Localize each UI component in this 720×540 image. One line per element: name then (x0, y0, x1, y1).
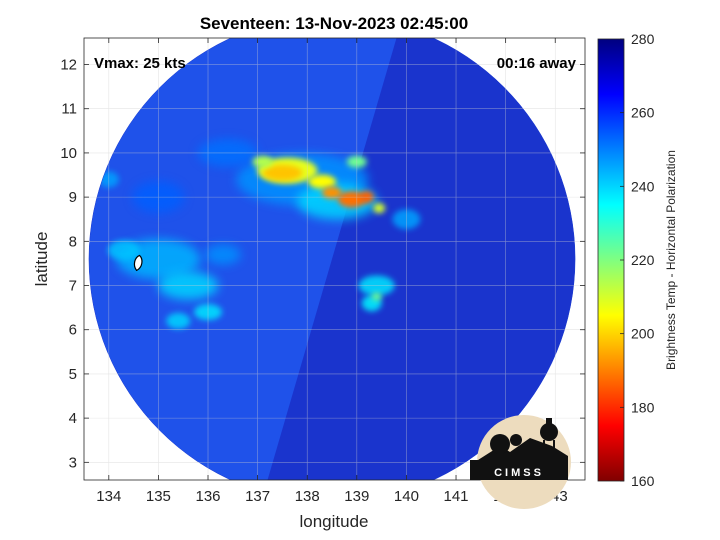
grid-lines (84, 38, 585, 480)
cold-core (252, 155, 273, 168)
colorbar-tick-label: 260 (631, 105, 655, 121)
y-tick-label: 6 (69, 322, 77, 339)
swath-eastern-half (267, 38, 576, 480)
y-axis: 3 4 5 6 7 8 9 10 11 12 (60, 57, 585, 471)
y-tick-label: 11 (61, 101, 77, 118)
cold-core (371, 292, 382, 301)
y-tick-label: 3 (69, 454, 77, 471)
colorbar-tick-label: 180 (631, 399, 655, 415)
y-tick-label: 7 (69, 278, 77, 295)
vmax-annotation: Vmax: 25 kts (94, 55, 186, 72)
y-tick-label: 5 (69, 366, 77, 383)
x-axis-label: longitude (299, 512, 368, 531)
y-tick-label: 4 (69, 410, 77, 427)
colorbar-tick-label: 200 (631, 326, 655, 342)
water-tower-icon (540, 423, 558, 441)
logo-text: CIMSS (494, 467, 544, 479)
colorbar-ticks: 160 180 200 220 240 260 280 (620, 31, 655, 489)
colorbar-tick-label: 280 (631, 31, 655, 47)
cold-core (373, 203, 386, 214)
colorbar-tick-label: 160 (631, 473, 655, 489)
cloud-region (204, 244, 241, 265)
y-tick-label: 8 (69, 233, 77, 250)
cold-core (337, 191, 366, 208)
axes-box (83, 37, 586, 481)
cold-core (308, 174, 337, 189)
cold-core (262, 164, 303, 181)
x-tick-label: 138 (295, 488, 320, 505)
y-tick-label: 9 (69, 189, 77, 206)
colorbar (597, 38, 625, 482)
x-tick-label: 136 (195, 488, 220, 505)
cold-core (322, 186, 343, 199)
time-away-annotation: 00:16 away (497, 55, 577, 72)
cimss-logo: CIMSS (470, 415, 571, 509)
x-tick-label: 135 (146, 488, 171, 505)
x-tick-label: 137 (245, 488, 270, 505)
swath-edge (88, 38, 576, 480)
x-tick-label: 141 (444, 488, 469, 505)
colorbar-tick-label: 240 (631, 178, 655, 194)
cloud-region (166, 312, 191, 329)
x-tick-label: 139 (344, 488, 369, 505)
x-tick-label: 134 (96, 488, 121, 505)
colorbar-tick-label: 220 (631, 252, 655, 268)
chart-title: Seventeen: 13-Nov-2023 02:45:00 (200, 14, 468, 33)
heatmap-image (88, 38, 576, 480)
cloud-region (107, 240, 140, 261)
y-axis-label: latitude (32, 232, 51, 287)
storm-location-marker (133, 254, 143, 272)
y-tick-label: 10 (60, 145, 77, 162)
x-tick-label: 140 (394, 488, 419, 505)
y-tick-label: 12 (60, 57, 77, 74)
colorbar-label: Brightness Temp - Horizontal Polarizatio… (664, 150, 678, 370)
